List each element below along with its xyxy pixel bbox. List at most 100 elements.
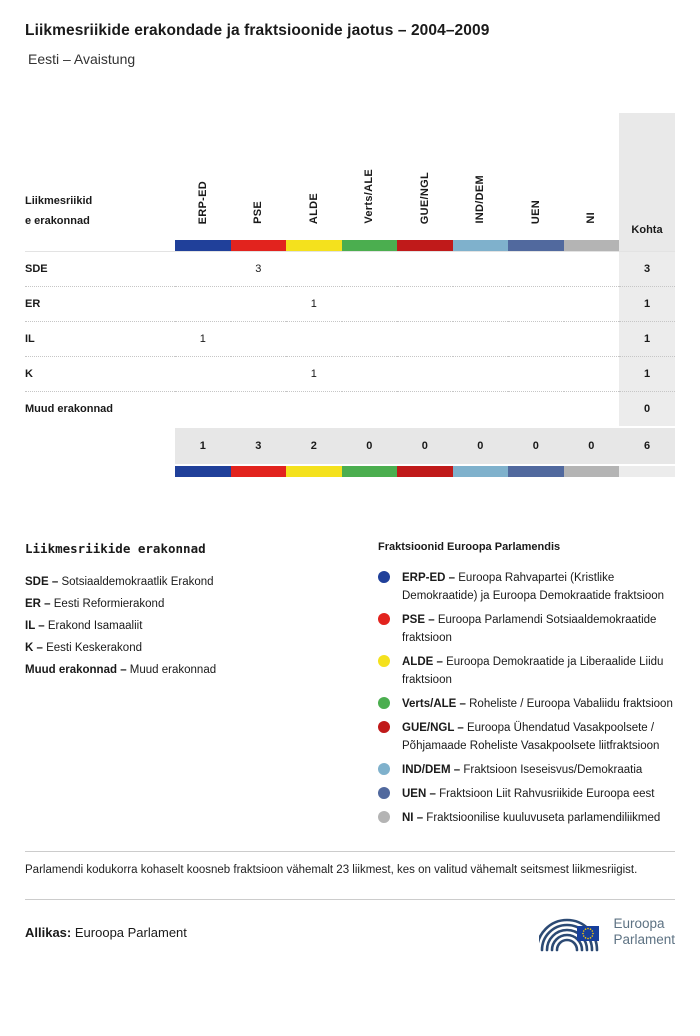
column-header-label: UEN (529, 199, 542, 224)
group-name: Euroopa Parlamendi Sotsiaaldemokraatide … (402, 614, 657, 644)
seat-cell (563, 286, 619, 321)
seat-cell (508, 321, 564, 356)
group-legend: Fraktsioonid Euroopa Parlamendis ERP-ED … (378, 541, 675, 833)
seat-cell (397, 356, 453, 391)
column-header-label: GUE/NGL (418, 171, 431, 224)
column-header-label: ERP-ED (196, 180, 209, 224)
seat-cell (230, 321, 286, 356)
party-legend-item: SDE – Sotsiaaldemokraatlik Erakond (25, 571, 378, 593)
group-color-bar-bottom (341, 464, 397, 477)
footnote: Parlamendi kodukorra kohaselt koosneb fr… (25, 864, 638, 876)
footer: Allikas: Euroopa Parlament (25, 910, 675, 954)
row-label: IL (25, 321, 175, 356)
seat-cell (508, 286, 564, 321)
group-color-bar (286, 240, 342, 251)
group-color-bar-bottom (286, 464, 342, 477)
seat-cell (397, 391, 453, 426)
column-header: UEN (508, 113, 564, 251)
group-legend-item: Verts/ALE – Roheliste / Euroopa Vabaliid… (378, 695, 675, 713)
seat-cell (452, 286, 508, 321)
party-legend-item: ER – Eesti Reformierakond (25, 593, 378, 615)
seat-cell (230, 286, 286, 321)
legend-section: Liikmesriikide erakonnad SDE – Sotsiaald… (25, 541, 675, 833)
infographic: Liikmesriikide erakondade ja fraktsiooni… (25, 22, 675, 954)
seat-cell: 1 (286, 356, 342, 391)
seat-cell (341, 391, 397, 426)
group-color-bar-bottom (397, 464, 453, 477)
column-total-cell: 2 (286, 426, 342, 464)
logo-line-1: Euroopa (613, 916, 665, 931)
party-abbr: SDE – (25, 576, 62, 588)
seat-cell (397, 286, 453, 321)
logo-line-2: Parlament (613, 932, 675, 947)
party-name: Eesti Keskerakond (46, 642, 142, 654)
party-name: Muud erakonnad (129, 664, 217, 676)
group-color-bar (452, 240, 508, 251)
seat-cell (230, 391, 286, 426)
group-color-dot (378, 787, 390, 799)
group-legend-text: UEN – Fraktsioon Liit Rahvusriikide Euro… (402, 785, 655, 803)
seat-cell (341, 251, 397, 286)
seat-cell (452, 251, 508, 286)
column-header-label: PSE (252, 201, 265, 224)
bar-row-spacer (25, 464, 175, 477)
group-color-bar-bottom (230, 464, 286, 477)
group-legend-item: ERP-ED – Euroopa Rahvapartei (Kristlike … (378, 569, 675, 605)
seat-cell (286, 391, 342, 426)
column-header-label: Verts/ALE (363, 169, 376, 224)
seat-cell (452, 391, 508, 426)
seat-cell (563, 321, 619, 356)
group-color-dot (378, 655, 390, 667)
seat-cell (341, 356, 397, 391)
column-header-label: NI (585, 212, 598, 224)
group-color-bar (563, 240, 619, 251)
group-color-bar (397, 240, 453, 251)
party-legend-item: K – Eesti Keskerakond (25, 637, 378, 659)
column-header: ERP-ED (175, 113, 231, 251)
seats-column-footer (619, 464, 675, 477)
column-header-label: ALDE (307, 192, 320, 224)
group-color-dot (378, 697, 390, 709)
seat-cell (452, 356, 508, 391)
source-label: Allikas: (25, 924, 72, 940)
seats-table: Liikmesriikide erakonnad ERP-ED PSE ALDE Ver… (25, 113, 675, 477)
group-color-bar (508, 240, 564, 251)
group-legend-items: ERP-ED – Euroopa Rahvapartei (Kristlike … (378, 569, 675, 827)
seat-cell (286, 321, 342, 356)
group-legend-item: PSE – Euroopa Parlamendi Sotsiaaldemokra… (378, 611, 675, 647)
group-color-bar (175, 240, 231, 251)
seat-cell (563, 251, 619, 286)
row-label: SDE (25, 251, 175, 286)
seats-column-header: Kohta (619, 113, 675, 251)
column-header-label: IND/DEM (474, 175, 487, 224)
column-total-cell: 0 (341, 426, 397, 464)
party-legend-item: IL – Erakond Isamaaliit (25, 615, 378, 637)
source-value: Euroopa Parlament (74, 924, 187, 940)
group-legend-item: NI – Fraktsioonilise kuuluvuseta parlame… (378, 809, 675, 827)
group-abbr: PSE – (402, 614, 438, 626)
seat-cell (341, 321, 397, 356)
row-label: K (25, 356, 175, 391)
divider-bottom (25, 899, 675, 900)
seat-cell (452, 321, 508, 356)
source-line: Allikas: Euroopa Parlament (25, 925, 187, 940)
group-abbr: UEN – (402, 788, 440, 800)
group-abbr: IND/DEM – (402, 764, 464, 776)
seat-cell (341, 286, 397, 321)
table-corner-label: Liikmesriikide erakonnad (25, 195, 93, 227)
column-header: GUE/NGL (397, 113, 453, 251)
seat-cell (230, 356, 286, 391)
group-color-dot (378, 613, 390, 625)
group-legend-item: GUE/NGL – Euroopa Ühendatud Vasakpoolset… (378, 719, 675, 755)
party-abbr: Muud erakonnad – (25, 664, 130, 676)
group-legend-text: ALDE – Euroopa Demokraatide ja Liberaali… (402, 653, 675, 689)
group-color-bar-bottom (508, 464, 564, 477)
group-color-dot (378, 721, 390, 733)
party-abbr: K – (25, 642, 47, 654)
group-name: Fraktsioonilise kuuluvuseta parlamendili… (426, 812, 661, 824)
group-name: Euroopa Demokraatide ja Liberaalide Liid… (402, 656, 664, 686)
group-legend-text: Verts/ALE – Roheliste / Euroopa Vabaliid… (402, 695, 673, 713)
seat-cell (508, 391, 564, 426)
european-parliament-logo: Euroopa Parlament (539, 910, 675, 954)
column-total-cell: 0 (452, 426, 508, 464)
